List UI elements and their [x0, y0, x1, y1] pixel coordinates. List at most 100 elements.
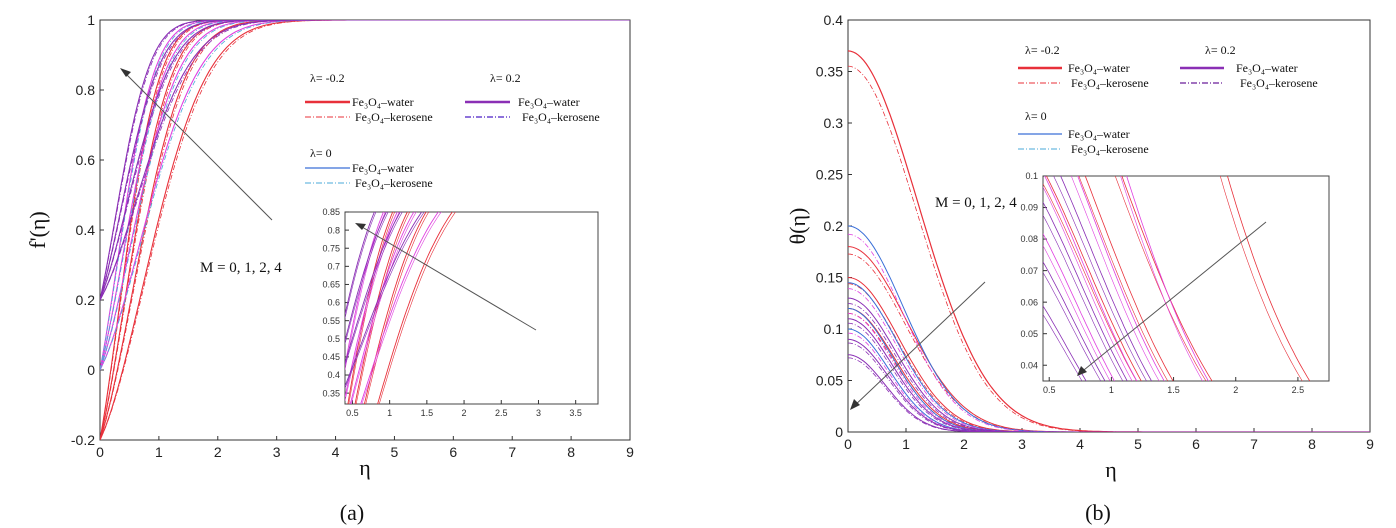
panel-b-xtick-label: 7	[1250, 436, 1258, 452]
panel-b-inset-ytick-label: 0.09	[1020, 203, 1038, 213]
panel-a-inset-ytick-label: 0.7	[327, 261, 340, 271]
panel-b-inset-curve	[1070, 176, 1160, 381]
panel-b-inset-curve	[1219, 176, 1303, 381]
panel-a-curve-water	[100, 20, 630, 440]
panel-b-inset: 0.5 1 1.5 2 2.5 0.04 0.05 0.06 0.07 0.08 0.09 0.1	[1020, 171, 1330, 395]
panel-a-ytick-label: 1	[87, 12, 95, 28]
panel-b-inset-xtick-label: 2	[1233, 385, 1238, 395]
panel-b-curve-water	[848, 277, 1370, 432]
panel-b-ytick-label: 0.4	[824, 12, 844, 28]
panel-b-xtick-label: 6	[1192, 436, 1200, 452]
panel-a-inset-xtick-label: 1	[387, 408, 392, 418]
panel-a-inset-curve	[355, 212, 411, 404]
panel-a-inset-ytick-label: 0.8	[327, 225, 340, 235]
legend-a-lm02-kero: Fe₃O₄–kerosene	[355, 110, 433, 124]
legend-b-l02-water: Fe₃O₄–water	[1236, 61, 1298, 75]
panel-a-inset-curve	[347, 212, 394, 404]
panel-b-inset-curve	[1043, 245, 1111, 381]
panel-a-xtick-label: 2	[214, 444, 222, 460]
panel-b-arrow	[851, 281, 986, 409]
panel-b-xlabel: η	[1105, 457, 1117, 482]
panel-a-inset-curve	[349, 212, 415, 404]
panel-b-inset-curve	[1044, 176, 1138, 381]
legend-a-l0-water: Fe₃O₄–water	[352, 161, 414, 175]
panel-a-inset-ytick-label: 0.65	[322, 280, 340, 290]
panel-b-inset-ytick-label: 0.07	[1020, 266, 1038, 276]
panel-a-xtick-label: 7	[508, 444, 516, 460]
panel-b-annotation: M = 0, 1, 2, 4	[935, 195, 1017, 211]
panel-a-inset: 0.5 1 1.5 2 2.5 3 3.5 0.35 0.4 0.45 0.5 0.55 0.6 0.65…	[322, 207, 599, 418]
legend-a-lm02-water: Fe₃O₄–water	[352, 95, 414, 109]
panel-a-inset-curve	[345, 212, 403, 366]
panel-a-arrow	[121, 69, 273, 221]
panel-b-ytick-label: 0.05	[816, 372, 843, 388]
panel-b-ytick-label: 0.3	[824, 115, 844, 131]
panel-a-inset-curve	[350, 212, 417, 404]
panel-b-caption: (b)	[1085, 500, 1111, 525]
panel-a-inset-curve	[345, 212, 389, 344]
panel-b-inset-curve	[1053, 176, 1147, 381]
panel-b-curve-kerosene	[848, 283, 1370, 432]
legend-b-l0-kero: Fe₃O₄–kerosene	[1071, 142, 1149, 156]
panel-a-inset-ytick-label: 0.45	[322, 352, 340, 362]
panel-a-ytick-label: 0.2	[76, 292, 96, 308]
panel-b-inset-curve	[1060, 176, 1153, 381]
panel-a-curve-kerosene	[100, 20, 630, 371]
panel-b-inset-curve	[1121, 176, 1213, 381]
panel-b-inset-curve	[1120, 176, 1203, 381]
panel-b-curve-kerosene	[848, 322, 1370, 432]
legend-b-lm02-water: Fe₃O₄–water	[1068, 61, 1130, 75]
panel-a-curve-water	[100, 20, 630, 440]
panel-a-inset-curve	[345, 212, 401, 363]
panel-b-inset-curve	[1043, 186, 1133, 381]
panel-a-annotation: M = 0, 1, 2, 4	[200, 260, 282, 276]
panel-a-inset-frame	[344, 211, 599, 405]
panel-b-inset-curve	[1043, 183, 1137, 381]
panel-a-curve-water	[100, 20, 630, 371]
panel-b-inset-frame	[1042, 175, 1330, 382]
panel-b-xtick-label: 4	[1076, 436, 1084, 452]
panel-b-inset-curve	[1043, 202, 1128, 381]
panel-a-curve-water	[100, 20, 630, 301]
panel-b-inset-ytick-label: 0.05	[1020, 329, 1038, 339]
panel-a-caption: (a)	[340, 500, 364, 525]
panel-a-inset-arrow	[356, 223, 537, 331]
panel-a-inset-curve	[361, 212, 442, 404]
panel-a-ytick-label: 0.6	[76, 152, 96, 168]
panel-a-xtick-label: 3	[273, 444, 281, 460]
panel-b-inset-xtick-label: 2.5	[1292, 385, 1305, 395]
panel-a-curve-water	[100, 20, 630, 301]
panel-a-inset-ytick-label: 0.6	[327, 298, 340, 308]
panel-a-inset-ytick-label: 0.5	[327, 334, 340, 344]
panel-b-ytick-label: 0.35	[816, 63, 843, 79]
panel-a-curve-water	[100, 20, 630, 301]
panel-b-inset-xtick-label: 0.5	[1043, 385, 1056, 395]
panel-b-inset-ytick-label: 0.1	[1025, 171, 1038, 181]
panel-b-inset-curve	[1043, 215, 1124, 381]
panel-b-ytick-label: 0.15	[816, 269, 843, 285]
panel-a-inset-xtick-label: 0.5	[346, 408, 359, 418]
panel-a-inset-xtick-label: 3.5	[569, 408, 582, 418]
panel-a-curve-water	[100, 20, 630, 371]
panel-b-ytick-label: 0.2	[824, 218, 844, 234]
panel-a-curve-kerosene	[100, 20, 630, 440]
panel-a-inset-xtick-label: 2.5	[495, 408, 508, 418]
panel-a-inset-ytick-label: 0.75	[322, 243, 340, 253]
panel-a-xtick-label: 9	[626, 444, 634, 460]
legend-a-title-lm02: λ= -0.2	[310, 71, 345, 85]
panel-b-curve-kerosene	[848, 233, 1370, 432]
legend-a-title-l0: λ= 0	[310, 146, 332, 160]
panel-b-curve-kerosene	[848, 332, 1370, 432]
legend-b-l0-water: Fe₃O₄–water	[1068, 127, 1130, 141]
panel-b-inset-curve	[1084, 176, 1174, 381]
panel-b-curve-water	[848, 225, 1370, 432]
panel-a: 0 1 2 3 4 5 6 7 8 9-0.200.20.40.60.81 M = 0, 1, 2…	[25, 12, 634, 525]
panel-b-xtick-label: 1	[902, 436, 910, 452]
panel-b-inset-ytick-label: 0.06	[1020, 297, 1038, 307]
panel-a-inset-ytick-label: 0.35	[322, 388, 340, 398]
panel-b-inset-curve	[1114, 176, 1207, 381]
panel-a-inset-curve	[354, 212, 408, 404]
panel-b-xtick-label: 2	[960, 436, 968, 452]
